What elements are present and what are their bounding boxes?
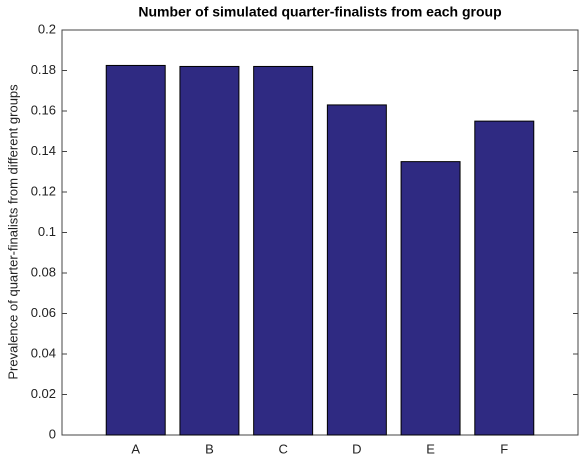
y-axis-label: Prevalence of quarter-finalists from dif…: [5, 84, 20, 380]
y-tick-label: 0.2: [38, 21, 56, 36]
y-tick-label: 0.14: [31, 143, 56, 158]
y-tick-label: 0.04: [31, 345, 56, 360]
y-tick-label: 0.12: [31, 183, 56, 198]
bar: [179, 65, 240, 436]
bar: [326, 104, 387, 436]
bar: [105, 64, 166, 436]
y-tick-label: 0.06: [31, 305, 56, 320]
bar: [253, 65, 314, 436]
x-tick-label: B: [205, 441, 214, 456]
y-tick-label: 0.18: [31, 62, 56, 77]
y-tick-label: 0.1: [38, 224, 56, 239]
x-tick-label: D: [352, 441, 361, 456]
y-tick-label: 0: [49, 426, 56, 441]
y-tick-label: 0.16: [31, 102, 56, 117]
bar: [400, 161, 461, 436]
x-tick-label: A: [131, 441, 140, 456]
y-tick-label: 0.02: [31, 386, 56, 401]
chart-title: Number of simulated quarter-finalists fr…: [138, 4, 501, 20]
bar: [474, 120, 535, 436]
x-tick-label: C: [278, 441, 287, 456]
x-tick-label: F: [500, 441, 508, 456]
y-tick-label: 0.08: [31, 264, 56, 279]
x-tick-label: E: [426, 441, 435, 456]
